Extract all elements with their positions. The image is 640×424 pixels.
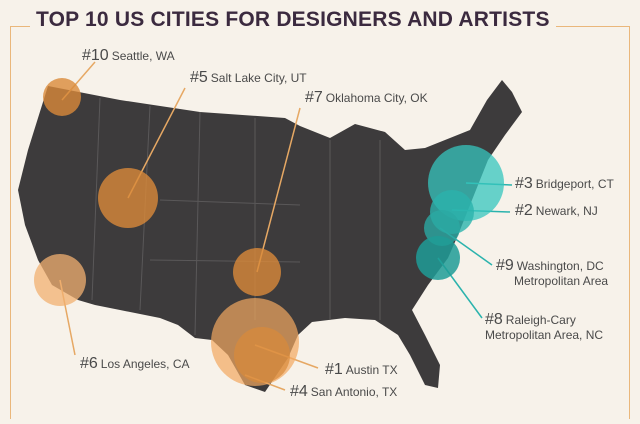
label-raleigh: #8 Raleigh-Cary Metropolitan Area, NC <box>485 311 604 343</box>
label-bridgeport: #3 Bridgeport, CT <box>515 175 614 192</box>
marker-salt-lake-city <box>98 168 158 228</box>
marker-oklahoma-city <box>233 248 281 296</box>
marker-san-antonio <box>234 327 290 383</box>
us-silhouette <box>18 80 522 392</box>
label-austin: #1 Austin TX <box>325 361 398 378</box>
marker-seattle <box>43 78 81 116</box>
label-seattle: #10 Seattle, WA <box>82 47 175 64</box>
label-washington: #9 Washington, DC Metropolitan Area <box>496 257 609 289</box>
label-los-angeles: #6 Los Angeles, CA <box>80 355 190 372</box>
marker-los-angeles <box>34 254 86 306</box>
marker-raleigh <box>416 236 460 280</box>
page-title: TOP 10 US CITIES FOR DESIGNERS AND ARTIS… <box>30 8 556 32</box>
label-oklahoma-city: #7 Oklahoma City, OK <box>305 89 428 106</box>
label-salt-lake-city: #5 Salt Lake City, UT <box>190 69 307 86</box>
label-newark: #2 Newark, NJ <box>515 202 598 219</box>
label-san-antonio: #4 San Antonio, TX <box>290 383 398 400</box>
